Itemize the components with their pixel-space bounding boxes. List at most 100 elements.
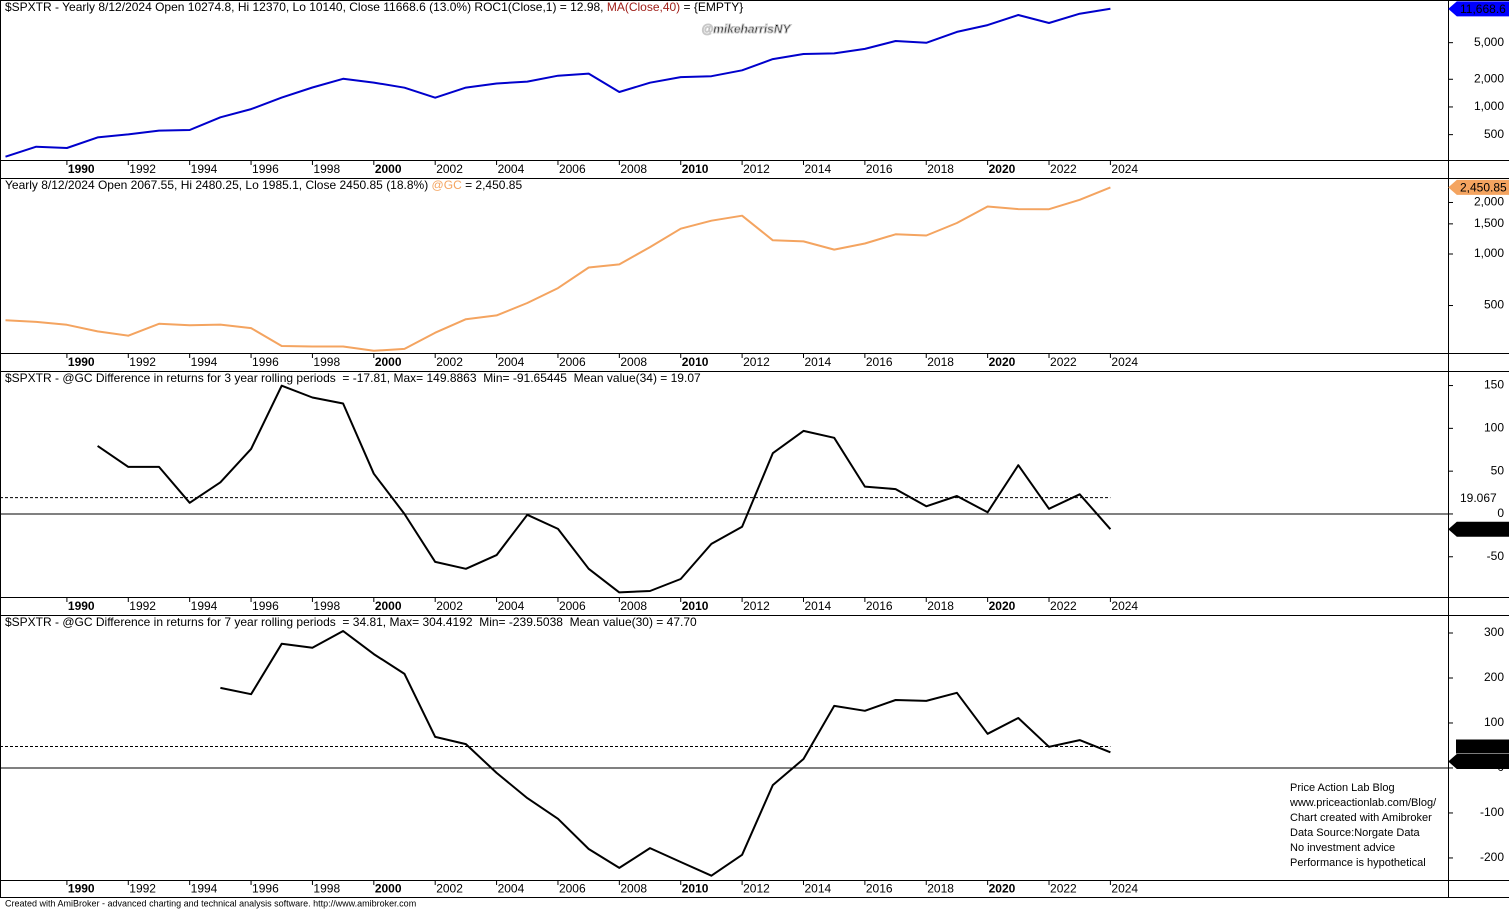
badge-label: 47.6973	[1460, 740, 1504, 754]
x-tick-label: 2014	[804, 162, 831, 176]
badge-label: 2,450.85	[1460, 181, 1507, 195]
y-tick-label: 100	[1484, 421, 1504, 435]
x-tick-label: 1990	[68, 599, 95, 613]
x-tick-label: 2016	[866, 599, 893, 613]
x-tick-label: 1998	[313, 162, 340, 176]
series-line	[5, 7, 1111, 158]
x-tick-label: 1996	[252, 162, 279, 176]
x-tick-label: 1996	[252, 882, 279, 896]
x-tick-label: 2016	[866, 162, 893, 176]
x-tick-label: 2024	[1111, 882, 1138, 896]
title-segment: Yearly 8/12/2024 Open 2067.55, Hi 2480.2…	[5, 178, 432, 192]
x-tick-label: 1992	[129, 599, 156, 613]
value-badge	[1456, 739, 1509, 754]
y-tick-label: 150	[1484, 378, 1504, 392]
value-badge	[1448, 521, 1509, 537]
y-tick-label: 500	[1484, 298, 1504, 312]
x-tick-label: 1990	[68, 162, 95, 176]
x-tick-label: 2020	[989, 882, 1016, 896]
footer: Created with AmiBroker - advanced charti…	[5, 898, 416, 908]
y-tick-label: 5,000	[1474, 35, 1504, 49]
note: Performance is hypothetical	[1290, 857, 1426, 869]
x-tick-label: 1994	[191, 882, 218, 896]
x-tick-label: 2022	[1050, 599, 1077, 613]
x-tick-label: 1994	[191, 162, 218, 176]
x-tick-label: 2018	[927, 162, 954, 176]
x-tick-label: 1996	[252, 599, 279, 613]
note: Chart created with Amibroker	[1290, 812, 1432, 824]
x-tick-label: 2006	[559, 162, 586, 176]
y-tick-label: 50	[1491, 463, 1505, 477]
x-tick-label: 2010	[682, 599, 709, 613]
x-tick-label: 2016	[866, 882, 893, 896]
value-badge	[1456, 490, 1509, 505]
y-tick-label: -100	[1480, 805, 1504, 819]
badge-label: 11,668.6	[1460, 2, 1506, 16]
x-tick-label: 1998	[313, 882, 340, 896]
watermark: @mikeharrisNY	[701, 22, 791, 36]
value-badge	[1448, 1, 1509, 17]
x-tick-label: 2018	[927, 355, 954, 369]
panel-title: Yearly 8/12/2024 Open 2067.55, Hi 2480.2…	[5, 178, 522, 192]
x-tick-label: 2008	[620, 599, 647, 613]
panel-title: $SPXTR - @GC Difference in returns for 3…	[5, 371, 701, 385]
title-segment: $SPXTR - @GC Difference in returns for 7…	[5, 615, 697, 629]
y-tick-label: 300	[1484, 625, 1504, 639]
note: Price Action Lab Blog	[1290, 782, 1395, 794]
title-segment: MA(Close,40)	[607, 0, 680, 14]
x-tick-label: 2000	[375, 162, 402, 176]
x-tick-label: 2022	[1050, 882, 1077, 896]
y-tick-label: 1,500	[1474, 216, 1504, 230]
x-tick-label: 2014	[804, 599, 831, 613]
x-tick-label: 2004	[498, 882, 525, 896]
x-tick-label: 1996	[252, 355, 279, 369]
x-tick-label: 2000	[375, 882, 402, 896]
panel-title: $SPXTR - Yearly 8/12/2024 Open 10274.8, …	[5, 0, 743, 14]
x-tick-label: 2004	[498, 162, 525, 176]
x-tick-label: 2002	[436, 162, 463, 176]
y-tick-label: -50	[1487, 549, 1505, 563]
x-tick-label: 2018	[927, 882, 954, 896]
x-tick-label: 1992	[129, 882, 156, 896]
x-tick-label: 2022	[1050, 355, 1077, 369]
badge-label: 19.067	[1460, 491, 1497, 505]
title-segment: = 2,450.85	[462, 178, 523, 192]
x-tick-label: 1998	[313, 355, 340, 369]
x-tick-label: 2004	[498, 599, 525, 613]
y-tick-label: 200	[1484, 670, 1504, 684]
x-tick-label: 2002	[436, 599, 463, 613]
x-tick-label: 1990	[68, 355, 95, 369]
title-segment: @GC	[432, 178, 463, 192]
y-tick-label: 2,000	[1474, 71, 1504, 85]
x-tick-label: 2002	[436, 355, 463, 369]
y-tick-label: 0	[1497, 506, 1504, 520]
note: Data Source:Norgate Data	[1290, 827, 1421, 839]
x-tick-label: 2020	[989, 355, 1016, 369]
x-tick-label: 2012	[743, 882, 770, 896]
y-tick-label: 1,000	[1474, 99, 1504, 113]
y-tick-label: 500	[1484, 127, 1504, 141]
x-tick-label: 2008	[620, 355, 647, 369]
value-badge	[1448, 754, 1509, 770]
x-tick-label: 2012	[743, 162, 770, 176]
series-line	[97, 384, 1112, 594]
x-tick-label: 2024	[1111, 599, 1138, 613]
title-segment: = {EMPTY}	[680, 0, 743, 14]
x-tick-label: 1992	[129, 355, 156, 369]
x-tick-label: 1992	[129, 162, 156, 176]
x-tick-label: 2016	[866, 355, 893, 369]
x-tick-label: 2024	[1111, 162, 1138, 176]
value-badge	[1448, 179, 1509, 195]
y-tick-label: 1,000	[1474, 246, 1504, 260]
badge-label: 34.8108	[1460, 755, 1504, 769]
x-tick-label: 2004	[498, 355, 525, 369]
note: No investment advice	[1290, 842, 1395, 854]
x-tick-label: 2010	[682, 162, 709, 176]
series-line	[5, 186, 1111, 352]
x-tick-label: 2010	[682, 355, 709, 369]
x-tick-label: 2006	[559, 599, 586, 613]
x-tick-label: 2002	[436, 882, 463, 896]
y-tick-label: -200	[1480, 850, 1504, 864]
